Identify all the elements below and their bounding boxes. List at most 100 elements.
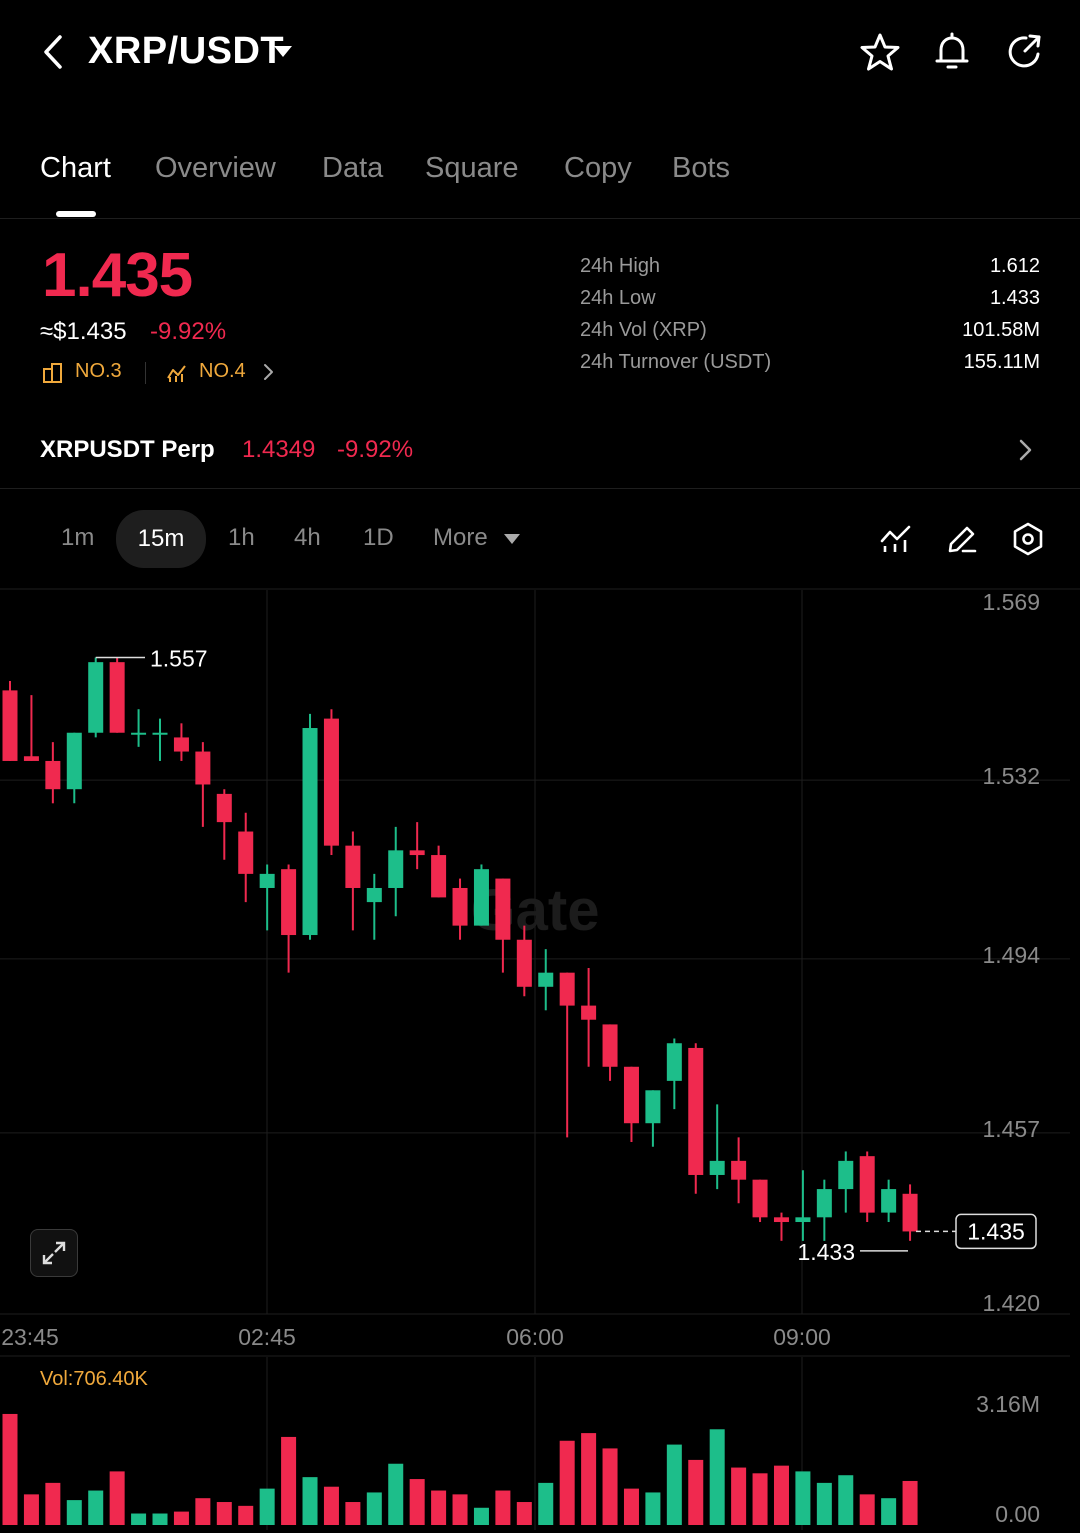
volume-bar — [881, 1498, 897, 1525]
interval-1h[interactable]: 1h — [228, 524, 255, 551]
candle-down — [773, 1217, 789, 1223]
volume-label: Vol:706.40K — [40, 1368, 148, 1390]
candle-up — [259, 873, 275, 888]
candle-up — [88, 662, 104, 733]
star-icon[interactable] — [860, 32, 900, 72]
candle-up — [388, 850, 404, 888]
perp-name[interactable]: XRPUSDT Perp — [40, 436, 215, 463]
share-icon[interactable] — [1004, 32, 1044, 72]
candle-down — [688, 1047, 704, 1175]
volume-bar — [602, 1448, 618, 1525]
volume-bar — [388, 1463, 404, 1525]
volume-bar — [795, 1471, 811, 1525]
candle-down — [452, 887, 468, 926]
trend-rank[interactable]: NO.4 — [199, 360, 246, 382]
chevron-right-icon[interactable] — [262, 362, 276, 382]
stat-turnover-label: 24h Turnover (USDT) — [580, 351, 772, 373]
volume-bar — [409, 1479, 425, 1525]
volume-bar — [2, 1413, 18, 1525]
volume-bar — [666, 1444, 682, 1525]
candle-down — [109, 662, 125, 733]
volume-bar — [473, 1507, 489, 1525]
back-icon[interactable] — [38, 34, 70, 70]
candle-up — [66, 732, 82, 790]
pair-title[interactable]: XRP/USDT — [88, 30, 285, 72]
dropdown-caret-icon[interactable] — [504, 534, 520, 544]
candle-down — [345, 845, 361, 888]
volume-bar — [816, 1482, 832, 1525]
volume-axis-tick: 0.00 — [995, 1501, 1040, 1527]
market-rank[interactable]: NO.3 — [75, 360, 122, 382]
candle-up — [666, 1043, 682, 1081]
tab-overview[interactable]: Overview — [155, 152, 276, 184]
volume-bar — [773, 1465, 789, 1525]
candle-down — [216, 793, 232, 823]
volume-bar — [559, 1440, 575, 1525]
volume-bar — [323, 1486, 339, 1525]
candle-down — [409, 850, 425, 856]
interval-more[interactable]: More — [433, 524, 488, 551]
stat-turnover-value: 155.11M — [963, 351, 1040, 373]
candle-down — [195, 751, 211, 785]
expand-icon — [42, 1241, 66, 1265]
draw-icon[interactable] — [944, 521, 980, 557]
candle-down — [902, 1193, 918, 1232]
stat-low-value: 1.433 — [989, 287, 1040, 309]
change-percent: -9.92% — [150, 318, 227, 345]
tab-copy[interactable]: Copy — [564, 152, 632, 184]
candle-up — [302, 728, 318, 936]
candle-down — [516, 939, 532, 987]
candle-up — [816, 1189, 832, 1218]
dropdown-caret-icon[interactable] — [274, 46, 292, 57]
last-price: 1.435 — [42, 241, 193, 310]
tab-data[interactable]: Data — [322, 152, 384, 184]
price-axis-tick: 1.457 — [982, 1116, 1040, 1142]
interval-1d[interactable]: 1D — [363, 524, 394, 551]
fullscreen-button[interactable] — [30, 1229, 78, 1277]
volume-bar — [495, 1490, 511, 1525]
current-price-label: 1.435 — [967, 1218, 1025, 1244]
tab-square[interactable]: Square — [425, 152, 519, 184]
stat-low-label: 24h Low — [580, 287, 656, 309]
candle-down — [495, 878, 511, 940]
price-axis-tick: 1.420 — [982, 1290, 1040, 1316]
interval-15m[interactable]: 15m — [116, 510, 206, 568]
tab-chart[interactable]: Chart — [40, 152, 111, 184]
active-tab-indicator — [56, 211, 96, 217]
bell-icon[interactable] — [932, 32, 972, 72]
rank-divider — [145, 362, 146, 384]
watermark-logo: Gate — [471, 878, 600, 943]
candle-up — [838, 1160, 854, 1190]
candle-down — [431, 855, 447, 898]
price-axis-tick: 1.494 — [982, 942, 1040, 968]
price-axis-tick: 1.569 — [982, 589, 1040, 615]
candle-up — [131, 732, 147, 735]
candle-down — [859, 1156, 875, 1213]
time-axis-tick: 06:00 — [506, 1324, 564, 1350]
volume-bar — [45, 1482, 61, 1525]
volume-bar — [452, 1494, 468, 1525]
candle-down — [23, 756, 39, 761]
volume-axis-tick: 3.16M — [976, 1391, 1040, 1417]
perp-change: -9.92% — [337, 436, 414, 463]
candle-up — [795, 1217, 811, 1223]
candle-up — [473, 869, 489, 926]
interval-1m[interactable]: 1m — [61, 524, 95, 551]
volume-bar — [23, 1494, 39, 1525]
interval-4h[interactable]: 4h — [294, 524, 321, 551]
settings-icon[interactable] — [1010, 521, 1046, 557]
price-axis-tick: 1.532 — [982, 763, 1040, 789]
perp-row[interactable] — [0, 420, 1080, 489]
time-axis-tick: 09:00 — [773, 1324, 831, 1350]
volume-bar — [173, 1511, 189, 1525]
tab-bots[interactable]: Bots — [672, 152, 731, 184]
volume-bar — [259, 1488, 275, 1525]
volume-bar — [731, 1467, 747, 1525]
indicators-icon[interactable] — [878, 521, 914, 557]
perp-price: 1.4349 — [242, 436, 316, 463]
volume-bar — [216, 1502, 232, 1525]
chevron-right-icon[interactable] — [1016, 436, 1036, 464]
volume-bar — [623, 1488, 639, 1525]
volume-bar — [238, 1505, 254, 1525]
